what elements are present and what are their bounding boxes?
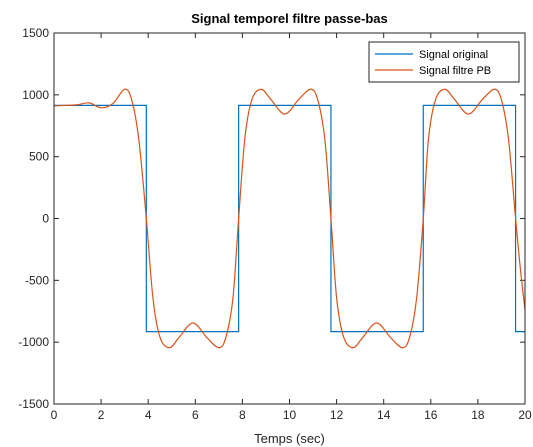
x-tick-label: 18 [471, 408, 485, 422]
x-tick-label: 20 [518, 408, 532, 422]
x-tick-label: 10 [283, 408, 297, 422]
series-line-2 [53, 88, 526, 349]
y-tick-label: -1000 [18, 335, 49, 349]
y-tick-label: 1000 [22, 88, 49, 102]
series-layer [53, 88, 526, 349]
y-tick-label: 1500 [22, 26, 49, 40]
x-tick-label: 6 [192, 408, 199, 422]
x-axis-title: Temps (sec) [254, 431, 325, 446]
chart-title: Signal temporel filtre passe-bas [191, 11, 388, 26]
y-tick-label: -1500 [18, 397, 49, 411]
x-tick-label: 12 [330, 408, 344, 422]
y-tick-label: -500 [25, 273, 49, 287]
y-tick-label: 500 [29, 150, 49, 164]
x-axis-ticks: 0 2 4 6 8 10 12 14 16 18 20 [51, 33, 532, 422]
x-tick-label: 16 [424, 408, 438, 422]
y-axis-ticks: -1500 -1000 -500 0 500 1000 1500 [18, 26, 525, 411]
x-tick-label: 4 [145, 408, 152, 422]
x-tick-label: 14 [377, 408, 391, 422]
legend-label: Signal original [419, 49, 488, 61]
x-tick-label: 0 [51, 408, 58, 422]
plot-area [54, 33, 525, 404]
x-tick-label: 2 [98, 408, 105, 422]
legend-box [368, 41, 520, 83]
plot-frame [53, 32, 526, 405]
legend: Signal original Signal filtre PB [368, 41, 520, 83]
y-tick-label: 0 [42, 212, 49, 226]
legend-label: Signal filtre PB [419, 65, 491, 77]
x-tick-label: 8 [239, 408, 246, 422]
